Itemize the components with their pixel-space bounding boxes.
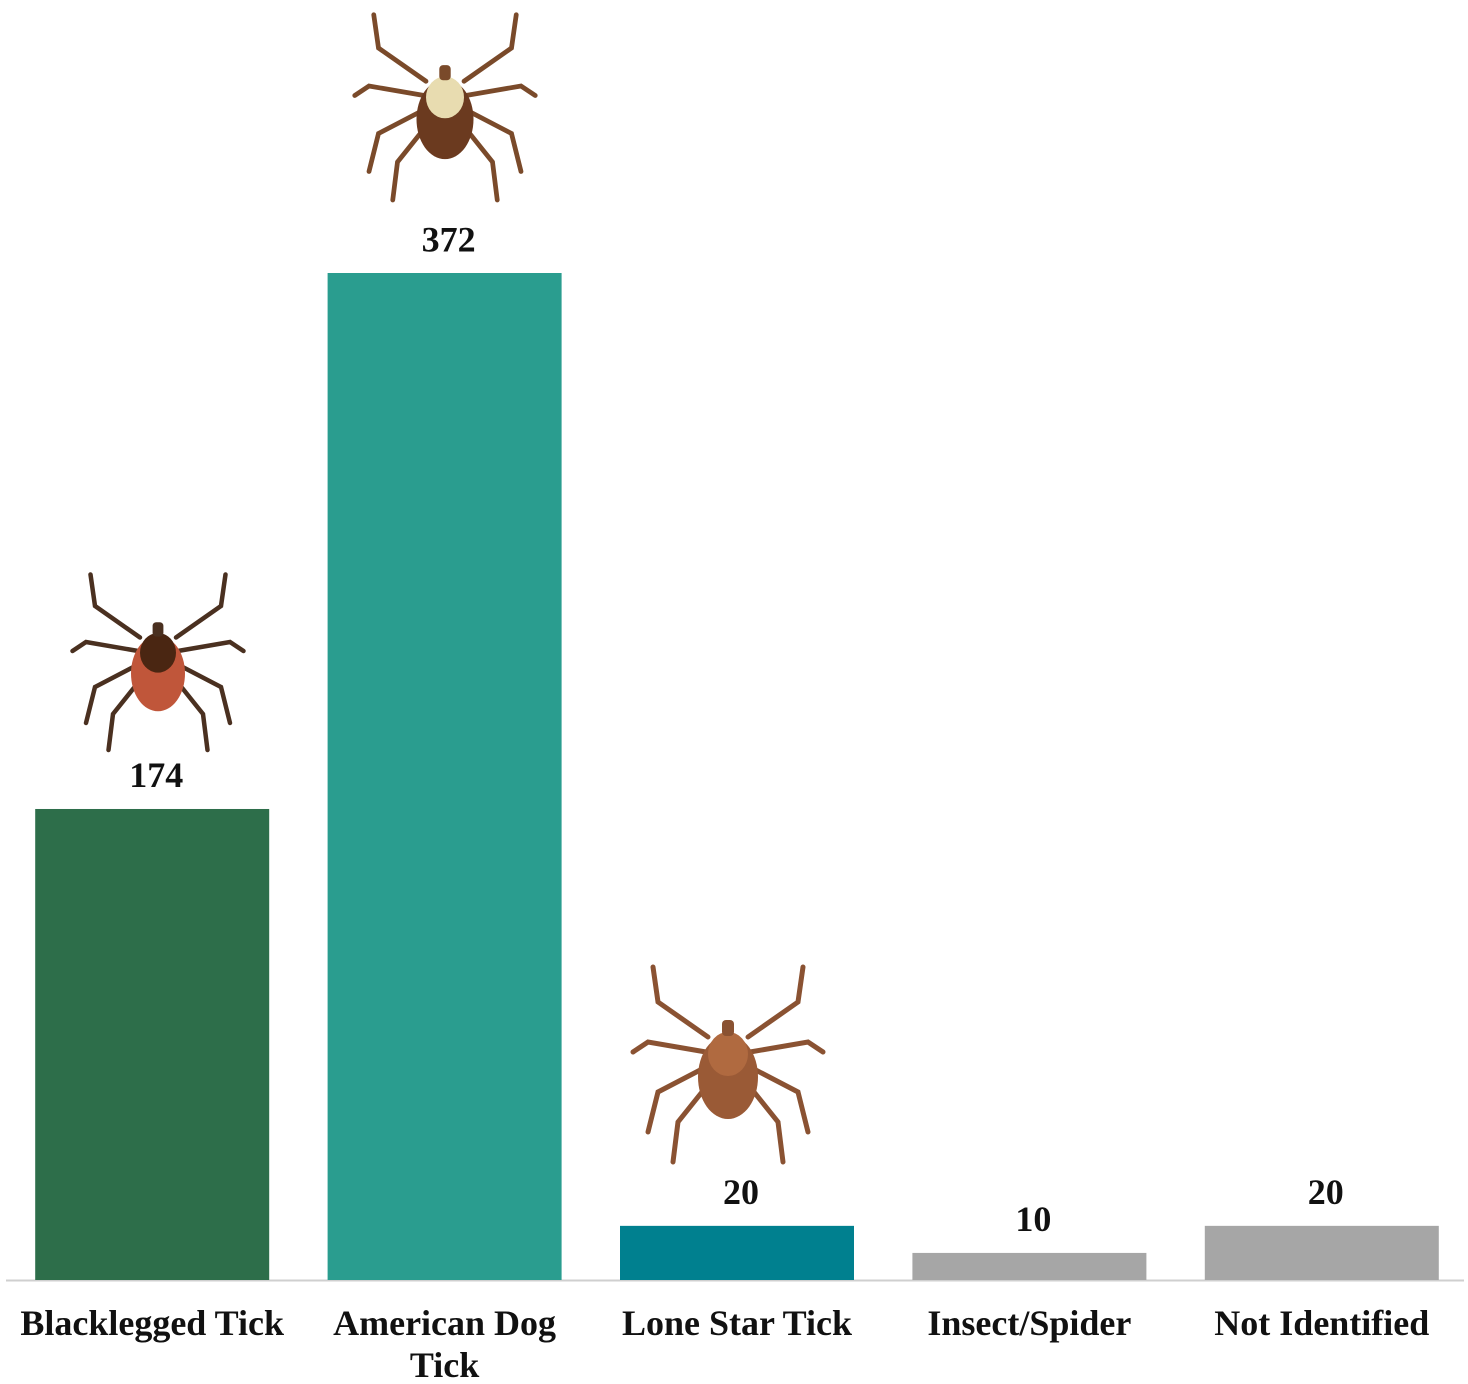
tick-shield	[426, 77, 464, 119]
tick-icon	[73, 575, 244, 751]
chart: 174 372 20 10 20 Blacklegged Tick American Do…	[0, 0, 1468, 1384]
category-label: Not Identified	[1187, 1302, 1457, 1344]
tick-leg	[633, 1042, 706, 1052]
tick-icon	[633, 967, 823, 1162]
value-label: 20	[723, 1172, 759, 1212]
chart-canvas: 174 372 20 10 20	[0, 0, 1468, 1384]
tick-leg	[653, 967, 708, 1037]
value-label: 10	[1015, 1199, 1051, 1239]
category-label: Insect/Spider	[894, 1302, 1164, 1344]
bar	[620, 1226, 854, 1280]
tick-shield	[708, 1032, 748, 1076]
tick-leg	[355, 86, 424, 96]
tick-leg	[374, 15, 426, 82]
tick-leg	[748, 967, 803, 1037]
bar	[35, 809, 269, 1280]
tick-icon	[355, 15, 536, 200]
value-label: 372	[422, 219, 476, 259]
tick-head	[153, 622, 164, 636]
tick-leg	[176, 575, 226, 638]
bar	[912, 1253, 1146, 1280]
tick-leg	[464, 15, 516, 82]
category-label: American Dog Tick	[310, 1302, 580, 1384]
value-label: 20	[1308, 1172, 1344, 1212]
tick-leg	[178, 642, 244, 651]
value-label: 174	[129, 755, 183, 795]
tick-leg	[466, 86, 535, 96]
tick-leg	[73, 642, 139, 651]
tick-head	[439, 65, 450, 80]
tick-head	[722, 1020, 734, 1036]
category-label: Blacklegged Tick	[17, 1302, 287, 1344]
tick-leg	[750, 1042, 823, 1052]
bar	[328, 273, 562, 1280]
tick-leg	[91, 575, 141, 638]
tick-shield	[140, 633, 176, 673]
bar	[1205, 1226, 1439, 1280]
category-label: Lone Star Tick	[602, 1302, 872, 1344]
